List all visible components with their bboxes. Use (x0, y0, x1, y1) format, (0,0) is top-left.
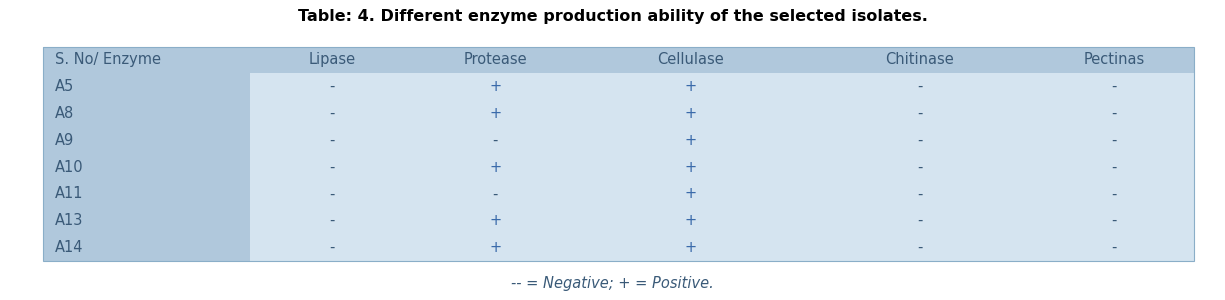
Text: -: - (1111, 79, 1117, 94)
Text: +: + (685, 213, 697, 228)
Text: -: - (492, 187, 497, 202)
Bar (43, 46, 1194, 261)
Text: -: - (330, 133, 334, 148)
Text: +: + (685, 160, 697, 175)
Text: +: + (489, 240, 501, 255)
Text: +: + (489, 160, 501, 175)
Text: Pectinas: Pectinas (1083, 52, 1144, 68)
Text: +: + (489, 213, 501, 228)
Bar (43, 127, 250, 154)
Text: A9: A9 (55, 133, 75, 148)
Text: -: - (916, 213, 922, 228)
Text: -: - (1111, 133, 1117, 148)
Text: -: - (330, 213, 334, 228)
Text: -: - (1111, 240, 1117, 255)
Text: -: - (916, 133, 922, 148)
Text: A8: A8 (55, 106, 75, 121)
Text: Protease: Protease (463, 52, 527, 68)
Text: -: - (916, 240, 922, 255)
Text: +: + (489, 106, 501, 121)
Text: Chitinase: Chitinase (886, 52, 954, 68)
Text: -: - (330, 187, 334, 202)
Text: -: - (492, 133, 497, 148)
Text: -: - (330, 79, 334, 94)
Text: -: - (916, 187, 922, 202)
Text: Table: 4. Different enzyme production ability of the selected isolates.: Table: 4. Different enzyme production ab… (298, 9, 927, 24)
Text: +: + (489, 79, 501, 94)
Text: +: + (685, 187, 697, 202)
Text: -: - (330, 160, 334, 175)
Text: A5: A5 (55, 79, 75, 94)
Text: -: - (330, 106, 334, 121)
Text: Lipase: Lipase (309, 52, 355, 68)
Text: +: + (685, 240, 697, 255)
Text: S. No/ Enzyme: S. No/ Enzyme (55, 52, 162, 68)
Text: A11: A11 (55, 187, 83, 202)
Bar (43, 73, 250, 100)
Bar (43, 46, 1194, 261)
Text: A14: A14 (55, 240, 83, 255)
Text: Cellulase: Cellulase (658, 52, 724, 68)
Bar (43, 154, 250, 181)
Bar (43, 46, 1194, 73)
Text: -: - (916, 106, 922, 121)
Bar (43, 234, 250, 261)
Bar (43, 207, 250, 234)
Bar (43, 181, 250, 207)
Text: -: - (916, 160, 922, 175)
Text: -: - (330, 240, 334, 255)
Text: -: - (916, 79, 922, 94)
Text: A10: A10 (55, 160, 83, 175)
Text: +: + (685, 133, 697, 148)
Text: +: + (685, 79, 697, 94)
Text: -: - (1111, 213, 1117, 228)
Text: -- = Negative; + = Positive.: -- = Negative; + = Positive. (511, 276, 714, 291)
Bar (43, 100, 250, 127)
Text: -: - (1111, 106, 1117, 121)
Text: -: - (1111, 160, 1117, 175)
Text: +: + (685, 106, 697, 121)
Text: -: - (1111, 187, 1117, 202)
Text: A13: A13 (55, 213, 83, 228)
